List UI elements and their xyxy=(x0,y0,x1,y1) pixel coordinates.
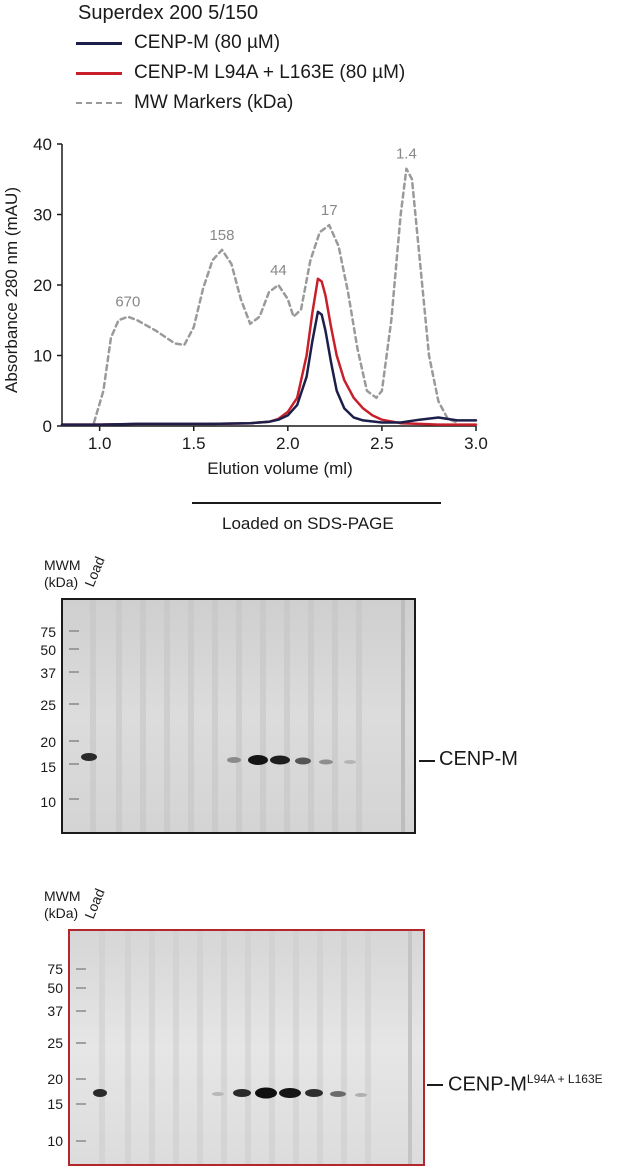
gel1-mw-15: 15 xyxy=(40,759,56,775)
gel2-mwm-header: MWM (kDa) xyxy=(44,888,81,922)
gel2-band-label-superscript: L94A + L163E xyxy=(526,1072,603,1086)
peak-label: 44 xyxy=(270,262,287,279)
gel2-mw-50: 50 xyxy=(47,980,63,996)
gel2-band xyxy=(279,1088,301,1098)
legend-label-cenp-m-mutant: CENP-M L94A + L163E (80 µM) xyxy=(134,62,406,83)
gel2-load-label: Load xyxy=(81,886,108,921)
chromatogram-chart: 0 10 20 30 40 1.0 1.5 2.0 2.5 3.0 Elution volume (… xyxy=(2,135,488,478)
gel1-band xyxy=(227,757,241,763)
gel1-band-pointer xyxy=(419,760,435,762)
y-tick-label: 40 xyxy=(33,135,52,154)
gel1-load-band xyxy=(81,753,97,761)
gel2-band xyxy=(330,1091,346,1097)
gel2-mw-20: 20 xyxy=(47,1071,63,1087)
gel1-band xyxy=(248,755,268,765)
gel2-kda-label: (kDa) xyxy=(44,905,79,921)
x-tick-label: 1.0 xyxy=(88,434,112,453)
gel2-band-label-main: CENP-M xyxy=(448,1073,527,1096)
gel2-mwm-label: MWM xyxy=(44,888,81,904)
peak-label: 17 xyxy=(321,202,338,219)
legend-swatch-mw-markers xyxy=(76,102,122,104)
gel1-mw-25: 25 xyxy=(40,697,56,713)
gel1-image xyxy=(61,598,416,834)
y-tick-label: 0 xyxy=(43,417,52,436)
x-tick-label: 1.5 xyxy=(182,434,206,453)
legend-item-cenp-m-mutant: CENP-M L94A + L163E (80 µM) xyxy=(76,62,405,84)
gel1-mw-37: 37 xyxy=(40,665,56,681)
gel2-bands xyxy=(70,931,423,1164)
gel2-band-label: CENP-ML94A + L163E xyxy=(448,1072,603,1097)
gel2-mw-15: 15 xyxy=(47,1096,63,1112)
x-tick-label: 2.5 xyxy=(370,434,394,453)
gel2-mw-25: 25 xyxy=(47,1035,63,1051)
gel2-band-pointer xyxy=(427,1084,443,1086)
x-tick-label: 2.0 xyxy=(276,434,300,453)
gel1-band xyxy=(270,755,290,765)
y-tick-label: 30 xyxy=(33,206,52,225)
gel1-mwm-header: MWM (kDa) xyxy=(44,557,81,591)
gel1-kda-label: (kDa) xyxy=(44,574,79,590)
gel1-band xyxy=(295,757,311,765)
legend-swatch-cenp-m-mutant xyxy=(76,71,122,75)
legend-label-cenp-m: CENP-M (80 µM) xyxy=(134,32,281,53)
gel1-mw-10: 10 xyxy=(40,794,56,810)
chart-title: Superdex 200 5/150 xyxy=(78,2,259,24)
loaded-on-sds-page-label: Loaded on SDS-PAGE xyxy=(222,514,394,533)
gel2-image xyxy=(68,929,425,1166)
gel1-mw-75: 75 xyxy=(40,624,56,640)
y-tick-label: 10 xyxy=(33,347,52,366)
gel2-mw-10: 10 xyxy=(47,1133,63,1149)
gel1-load-label: Load xyxy=(81,554,108,589)
series-line-0 xyxy=(60,310,478,426)
gel1-mw-20: 20 xyxy=(40,734,56,750)
gel2-band xyxy=(212,1092,224,1096)
gel1-mwm-label: MWM xyxy=(44,557,81,573)
gel1-band xyxy=(344,760,356,764)
legend-item-mw-markers: MW Markers (kDa) xyxy=(76,92,293,114)
gel2-load-band xyxy=(93,1089,107,1097)
gel2-mw-37: 37 xyxy=(47,1003,63,1019)
series-line-2 xyxy=(92,167,459,424)
gel1-mw-50: 50 xyxy=(40,642,56,658)
legend-label-mw-markers: MW Markers (kDa) xyxy=(134,92,294,113)
gel1-band xyxy=(319,759,333,765)
peak-label: 1.4 xyxy=(396,146,417,163)
x-axis-title: Elution volume (ml) xyxy=(207,459,353,478)
gel2-band xyxy=(255,1087,277,1099)
gel2-band xyxy=(305,1089,323,1097)
gel1-band-label: CENP-M xyxy=(439,748,518,770)
loaded-fraction-bar xyxy=(192,502,441,504)
legend-item-cenp-m: CENP-M (80 µM) xyxy=(76,32,280,54)
legend-swatch-cenp-m xyxy=(76,41,122,45)
gel1-bands xyxy=(63,600,414,832)
peak-label: 158 xyxy=(209,227,234,244)
y-tick-label: 20 xyxy=(33,276,52,295)
x-tick-label: 3.0 xyxy=(464,434,488,453)
gel2-band xyxy=(355,1093,367,1097)
gel2-band xyxy=(233,1089,251,1097)
peak-label: 670 xyxy=(115,294,140,311)
gel2-mw-75: 75 xyxy=(47,961,63,977)
y-axis-title: Absorbance 280 nm (mAU) xyxy=(2,187,21,393)
